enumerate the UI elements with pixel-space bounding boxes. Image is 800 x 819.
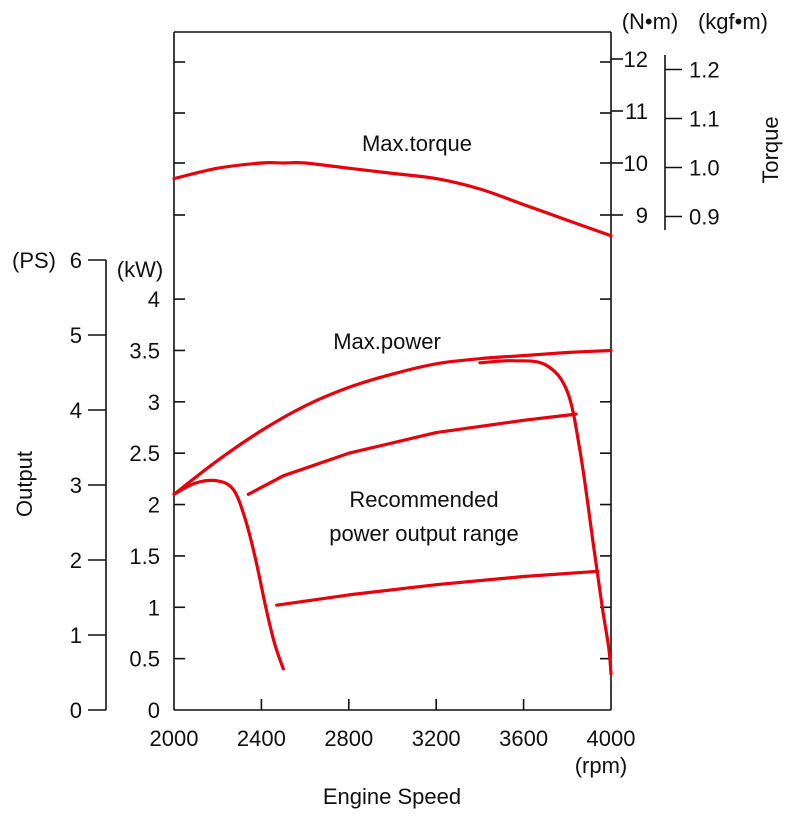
kw-tick-label: 0.5 [129,647,160,672]
torque-axis-title: Torque [758,116,783,183]
kw-tick-label: 4 [148,287,160,312]
series-range-lower [275,569,600,607]
ps-tick-label: 6 [70,248,82,273]
kw-tick-label: 3 [148,390,160,415]
kw-axis-unit: (kW) [117,257,163,282]
x-tick-label: 3600 [499,726,548,751]
torque-kgfm-tick-label: 1.2 [689,58,720,83]
series-low-speed-envelope [172,478,285,671]
x-tick-label: 2400 [237,726,286,751]
torque-kgfm-tick-label: 1.0 [689,156,720,181]
annotation-max-power: Max.power [333,329,441,354]
torque-nm-unit: (N•m) [622,9,679,34]
x-tick-label: 4000 [587,726,636,751]
torque-kgfm-unit: (kgf•m) [698,9,768,34]
series-high-speed-envelope [478,359,613,676]
series-range-upper [246,412,578,496]
kw-tick-label: 3.5 [129,338,160,363]
ps-tick-label: 4 [70,398,82,423]
ps-axis-title: Output [12,451,37,517]
torque-nm-tick-label: 9 [636,203,648,228]
kw-tick-label: 1.5 [129,544,160,569]
kw-tick-label: 0 [148,698,160,723]
kw-tick-label: 1 [148,595,160,620]
tick-marks [88,58,682,711]
ps-tick-label: 5 [70,323,82,348]
x-tick-label: 2800 [324,726,373,751]
kw-tick-label: 2 [148,493,160,518]
annotation-range-line1: Recommended [349,487,498,512]
torque-kgfm-tick-label: 1.1 [689,107,720,132]
torque-nm-tick-label: 10 [624,151,648,176]
torque-nm-tick-label: 11 [625,99,648,124]
annotation-max-torque: Max.torque [362,131,472,156]
x-axis-unit: (rpm) [575,753,628,778]
ps-tick-label: 1 [70,623,82,648]
x-tick-label: 2000 [150,726,199,751]
ps-axis-unit: (PS) [12,248,56,273]
series-max-power [172,348,613,496]
annotation-range-line2: power output range [329,521,519,546]
series-max-torque [172,161,613,238]
ps-tick-label: 2 [70,548,82,573]
ps-tick-label: 3 [70,473,82,498]
kw-tick-label: 2.5 [129,441,160,466]
data-curves [172,161,613,676]
torque-kgfm-tick-label: 0.9 [689,205,720,230]
ps-tick-label: 0 [70,698,82,723]
x-axis-title: Engine Speed [323,784,461,809]
x-tick-label: 3200 [412,726,461,751]
torque-nm-tick-label: 12 [624,47,648,72]
